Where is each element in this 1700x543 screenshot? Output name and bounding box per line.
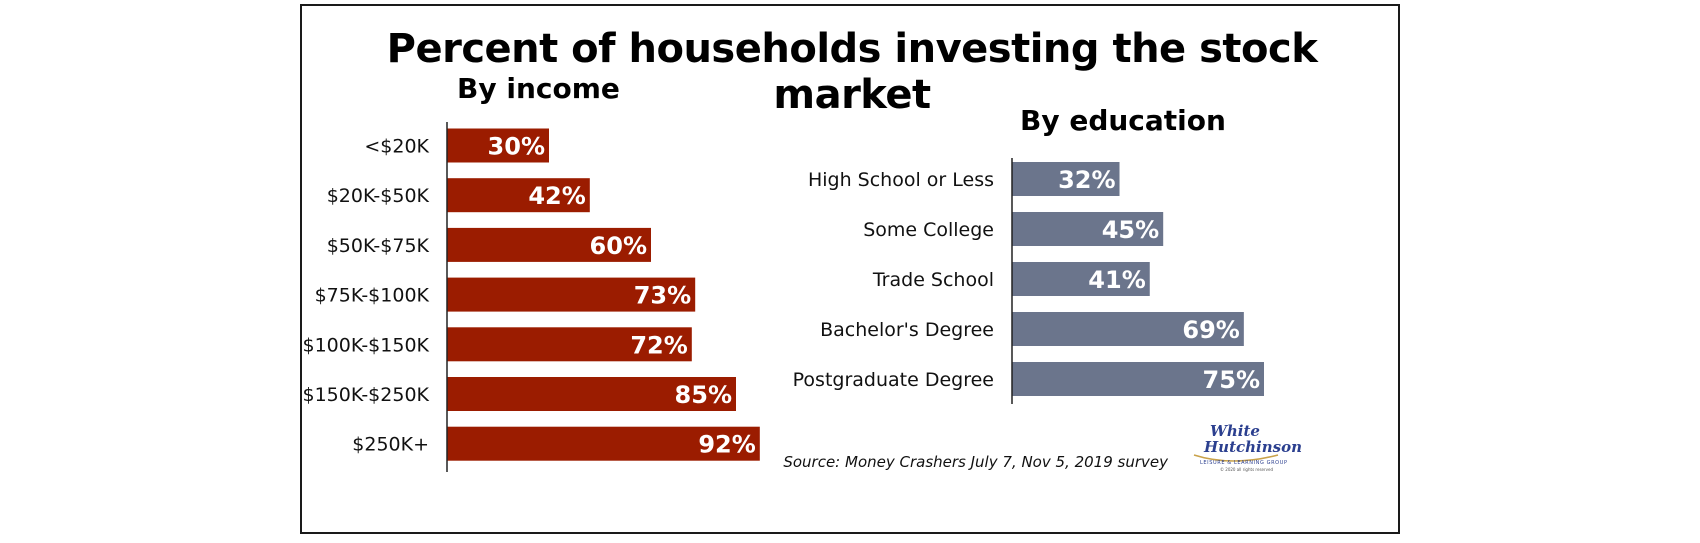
income-value-label: 30% — [488, 133, 545, 161]
income-category-label: <$20K — [364, 136, 429, 158]
source-note: Source: Money Crashers July 7, Nov 5, 20… — [783, 453, 1169, 471]
chart-canvas: By income By education <$20K 30% $20K-$50K… — [303, 72, 1302, 472]
income-category-label: $150K-$250K — [303, 384, 430, 406]
education-value-label: 32% — [1058, 166, 1115, 194]
chart-title: Percent of households investing the stoc… — [386, 26, 1318, 118]
education-bar-chart: High School or Less 32% Some College 45% Tra… — [793, 158, 1264, 404]
income-bar-chart: <$20K 30% $20K-$50K 42% $50K-$75K 60% $75K-$10… — [303, 122, 760, 472]
logo-copyright: © 2020 all rights reserved — [1220, 467, 1273, 472]
income-bar-50k-75k — [447, 227, 651, 262]
income-category-label: $250K+ — [352, 434, 429, 456]
logo-line-2: Hutchinson — [1203, 438, 1302, 456]
education-subtitle: By education — [1020, 104, 1226, 137]
income-value-label: 92% — [698, 431, 755, 459]
education-bar-some-college — [1012, 212, 1164, 246]
income-category-label: $75K-$100K — [315, 285, 430, 307]
education-bar-trade-school — [1012, 262, 1150, 296]
income-category-label: $50K-$75K — [327, 235, 430, 257]
income-category-label: $100K-$150K — [303, 334, 430, 356]
income-value-label: 42% — [528, 182, 585, 210]
chart-frame: Percent of households investing the stoc… — [300, 4, 1400, 534]
education-bar-postgraduate-degree — [1012, 362, 1264, 396]
education-category-label: Bachelor's Degree — [820, 319, 994, 341]
logo-swoosh — [1193, 454, 1279, 462]
income-subtitle: By income — [457, 72, 620, 105]
education-bar-high-school-or-less — [1012, 162, 1120, 196]
income-category-label: $20K-$50K — [327, 185, 430, 207]
income-value-label: 72% — [630, 331, 687, 359]
education-value-label: 75% — [1203, 366, 1260, 394]
logo-line-1: White — [1210, 422, 1260, 440]
education-category-label: High School or Less — [808, 169, 994, 191]
education-category-label: Trade School — [872, 269, 994, 291]
income-bar-75k-100k — [447, 277, 696, 312]
company-logo: White Hutchinson LEISURE & LEARNING GROU… — [1193, 422, 1302, 472]
income-bar-250k — [447, 426, 760, 461]
education-category-label: Postgraduate Degree — [793, 369, 994, 391]
income-bar-20k — [447, 128, 549, 163]
education-value-label: 69% — [1182, 316, 1239, 344]
income-bar-100k-150k — [447, 327, 692, 362]
income-value-label: 85% — [675, 381, 732, 409]
income-bar-150k-250k — [447, 377, 736, 411]
education-category-label: Some College — [863, 219, 994, 241]
education-bar-bachelor-s-degree — [1012, 312, 1244, 346]
education-value-label: 45% — [1102, 216, 1159, 244]
education-value-label: 41% — [1088, 266, 1145, 294]
logo-tagline: LEISURE & LEARNING GROUP — [1200, 460, 1288, 466]
income-value-label: 73% — [634, 282, 691, 310]
income-value-label: 60% — [590, 232, 647, 260]
income-bar-20k-50k — [447, 178, 590, 213]
